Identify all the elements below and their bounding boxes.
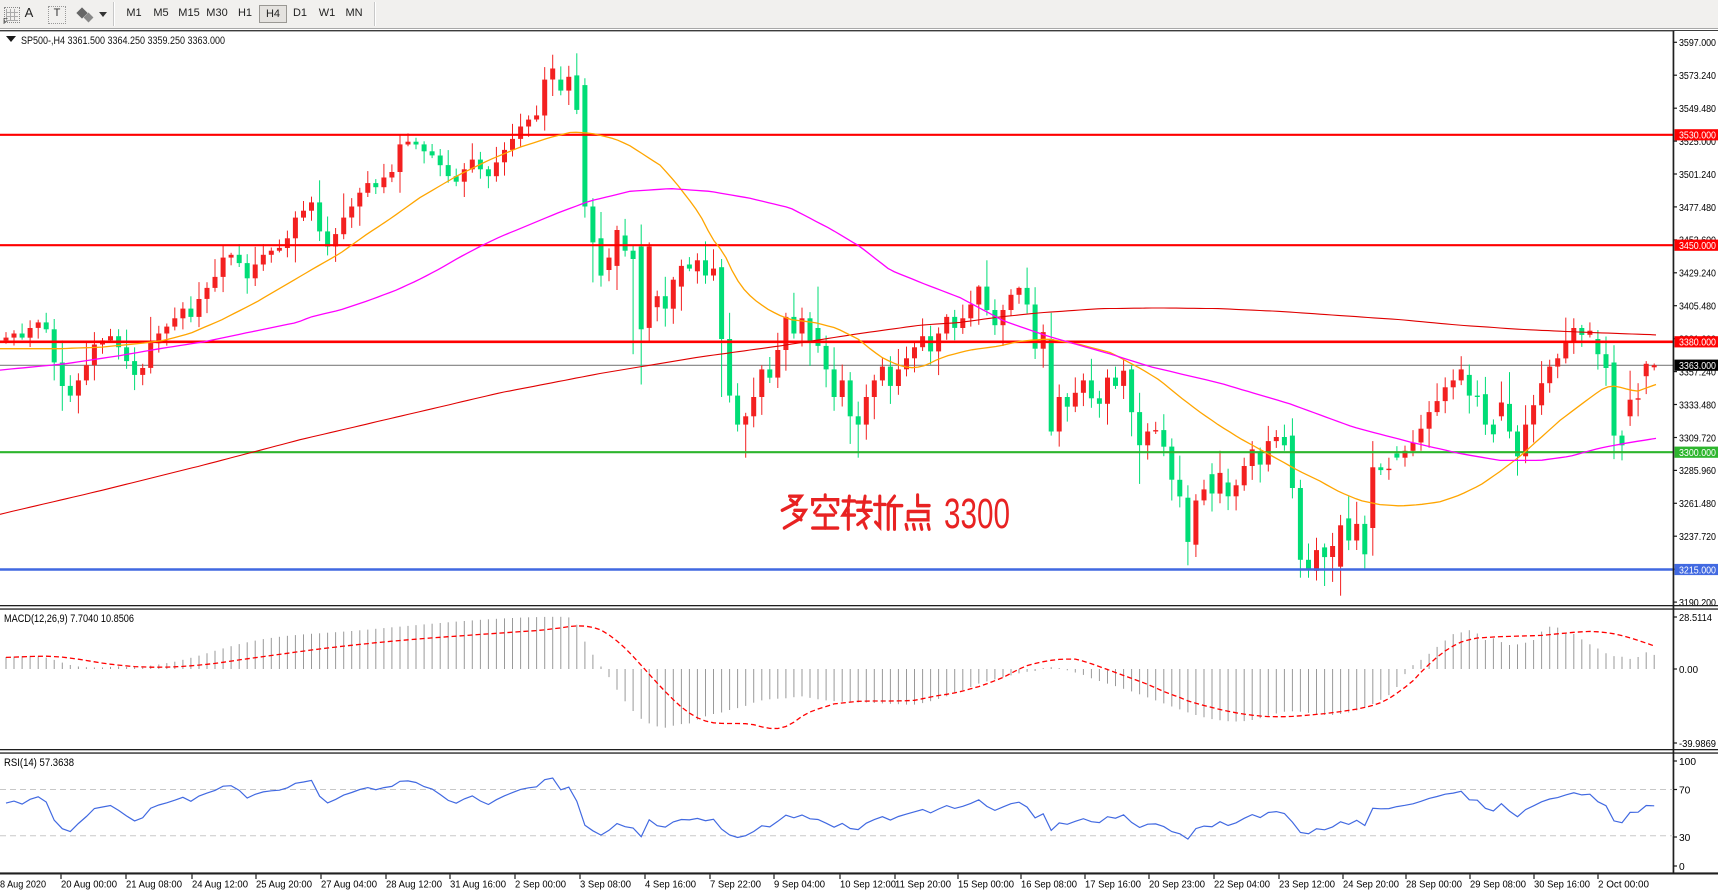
svg-text:3357.240: 3357.240 — [1679, 367, 1716, 378]
svg-text:24 Aug 12:00: 24 Aug 12:00 — [192, 880, 248, 891]
svg-text:23 Sep 12:00: 23 Sep 12:00 — [1279, 880, 1335, 891]
svg-text:28 Sep 00:00: 28 Sep 00:00 — [1406, 880, 1462, 891]
svg-text:27 Aug 04:00: 27 Aug 04:00 — [321, 880, 377, 891]
svg-text:3285.960: 3285.960 — [1679, 466, 1716, 477]
svg-text:3190.200: 3190.200 — [1679, 598, 1716, 609]
svg-text:31 Aug 16:00: 31 Aug 16:00 — [450, 880, 506, 891]
svg-text:2 Oct 00:00: 2 Oct 00:00 — [1598, 880, 1649, 891]
svg-text:28 Aug 12:00: 28 Aug 12:00 — [386, 880, 442, 891]
svg-text:11 Sep 20:00: 11 Sep 20:00 — [895, 880, 951, 891]
svg-text:3450.000: 3450.000 — [1679, 241, 1716, 252]
svg-text:100: 100 — [1679, 757, 1696, 768]
svg-text:3525.000: 3525.000 — [1679, 137, 1716, 148]
svg-text:0: 0 — [1679, 862, 1685, 873]
svg-text:MACD(12,26,9) 7.7040 10.8506: MACD(12,26,9) 7.7040 10.8506 — [4, 613, 134, 625]
svg-text:20 Sep 23:00: 20 Sep 23:00 — [1149, 880, 1205, 891]
svg-text:4 Sep 16:00: 4 Sep 16:00 — [645, 880, 696, 891]
svg-text:3333.480: 3333.480 — [1679, 400, 1716, 411]
svg-text:3380.000: 3380.000 — [1679, 338, 1716, 349]
svg-text:30 Sep 16:00: 30 Sep 16:00 — [1534, 880, 1590, 891]
svg-text:3573.240: 3573.240 — [1679, 71, 1716, 82]
svg-text:7 Sep 22:00: 7 Sep 22:00 — [710, 880, 761, 891]
svg-text:SP500-,H4 3361.500 3364.250 3: SP500-,H4 3361.500 3364.250 3359.250 336… — [21, 35, 225, 47]
svg-text:18 Aug 2020: 18 Aug 2020 — [0, 880, 46, 891]
svg-text:RSI(14) 57.3638: RSI(14) 57.3638 — [4, 757, 74, 769]
svg-text:29 Sep 08:00: 29 Sep 08:00 — [1470, 880, 1526, 891]
svg-text:3215.000: 3215.000 — [1679, 565, 1716, 576]
svg-text:3597.000: 3597.000 — [1679, 38, 1716, 49]
svg-text:3 Sep 08:00: 3 Sep 08:00 — [580, 880, 631, 891]
svg-text:-39.9869: -39.9869 — [1679, 739, 1716, 750]
svg-text:9 Sep 04:00: 9 Sep 04:00 — [774, 880, 825, 891]
svg-text:3363.000: 3363.000 — [1679, 361, 1716, 372]
svg-text:3261.480: 3261.480 — [1679, 499, 1716, 510]
svg-text:10 Sep 12:00: 10 Sep 12:00 — [840, 880, 896, 891]
svg-text:0.00: 0.00 — [1679, 665, 1698, 676]
svg-text:17 Sep 16:00: 17 Sep 16:00 — [1085, 880, 1141, 891]
svg-text:15 Sep 00:00: 15 Sep 00:00 — [958, 880, 1014, 891]
svg-text:25 Aug 20:00: 25 Aug 20:00 — [256, 880, 312, 891]
svg-text:16 Sep 08:00: 16 Sep 08:00 — [1021, 880, 1077, 891]
svg-text:3237.720: 3237.720 — [1679, 532, 1716, 543]
svg-text:3300: 3300 — [944, 490, 1010, 538]
svg-text:70: 70 — [1679, 785, 1691, 796]
svg-text:21 Aug 08:00: 21 Aug 08:00 — [126, 880, 182, 891]
svg-text:3309.720: 3309.720 — [1679, 433, 1716, 444]
svg-text:30: 30 — [1679, 833, 1691, 844]
svg-text:3300.000: 3300.000 — [1679, 448, 1716, 459]
svg-text:28.5114: 28.5114 — [1679, 613, 1712, 624]
svg-text:3501.240: 3501.240 — [1679, 170, 1716, 181]
svg-text:3530.000: 3530.000 — [1679, 131, 1716, 142]
svg-text:3549.480: 3549.480 — [1679, 104, 1716, 115]
svg-text:3405.480: 3405.480 — [1679, 302, 1716, 313]
svg-text:2 Sep 00:00: 2 Sep 00:00 — [515, 880, 566, 891]
svg-text:20 Aug 00:00: 20 Aug 00:00 — [61, 880, 117, 891]
svg-text:3429.240: 3429.240 — [1679, 269, 1716, 280]
svg-text:22 Sep 04:00: 22 Sep 04:00 — [1214, 880, 1270, 891]
svg-text:24 Sep 20:00: 24 Sep 20:00 — [1343, 880, 1399, 891]
svg-text:3477.480: 3477.480 — [1679, 203, 1716, 214]
